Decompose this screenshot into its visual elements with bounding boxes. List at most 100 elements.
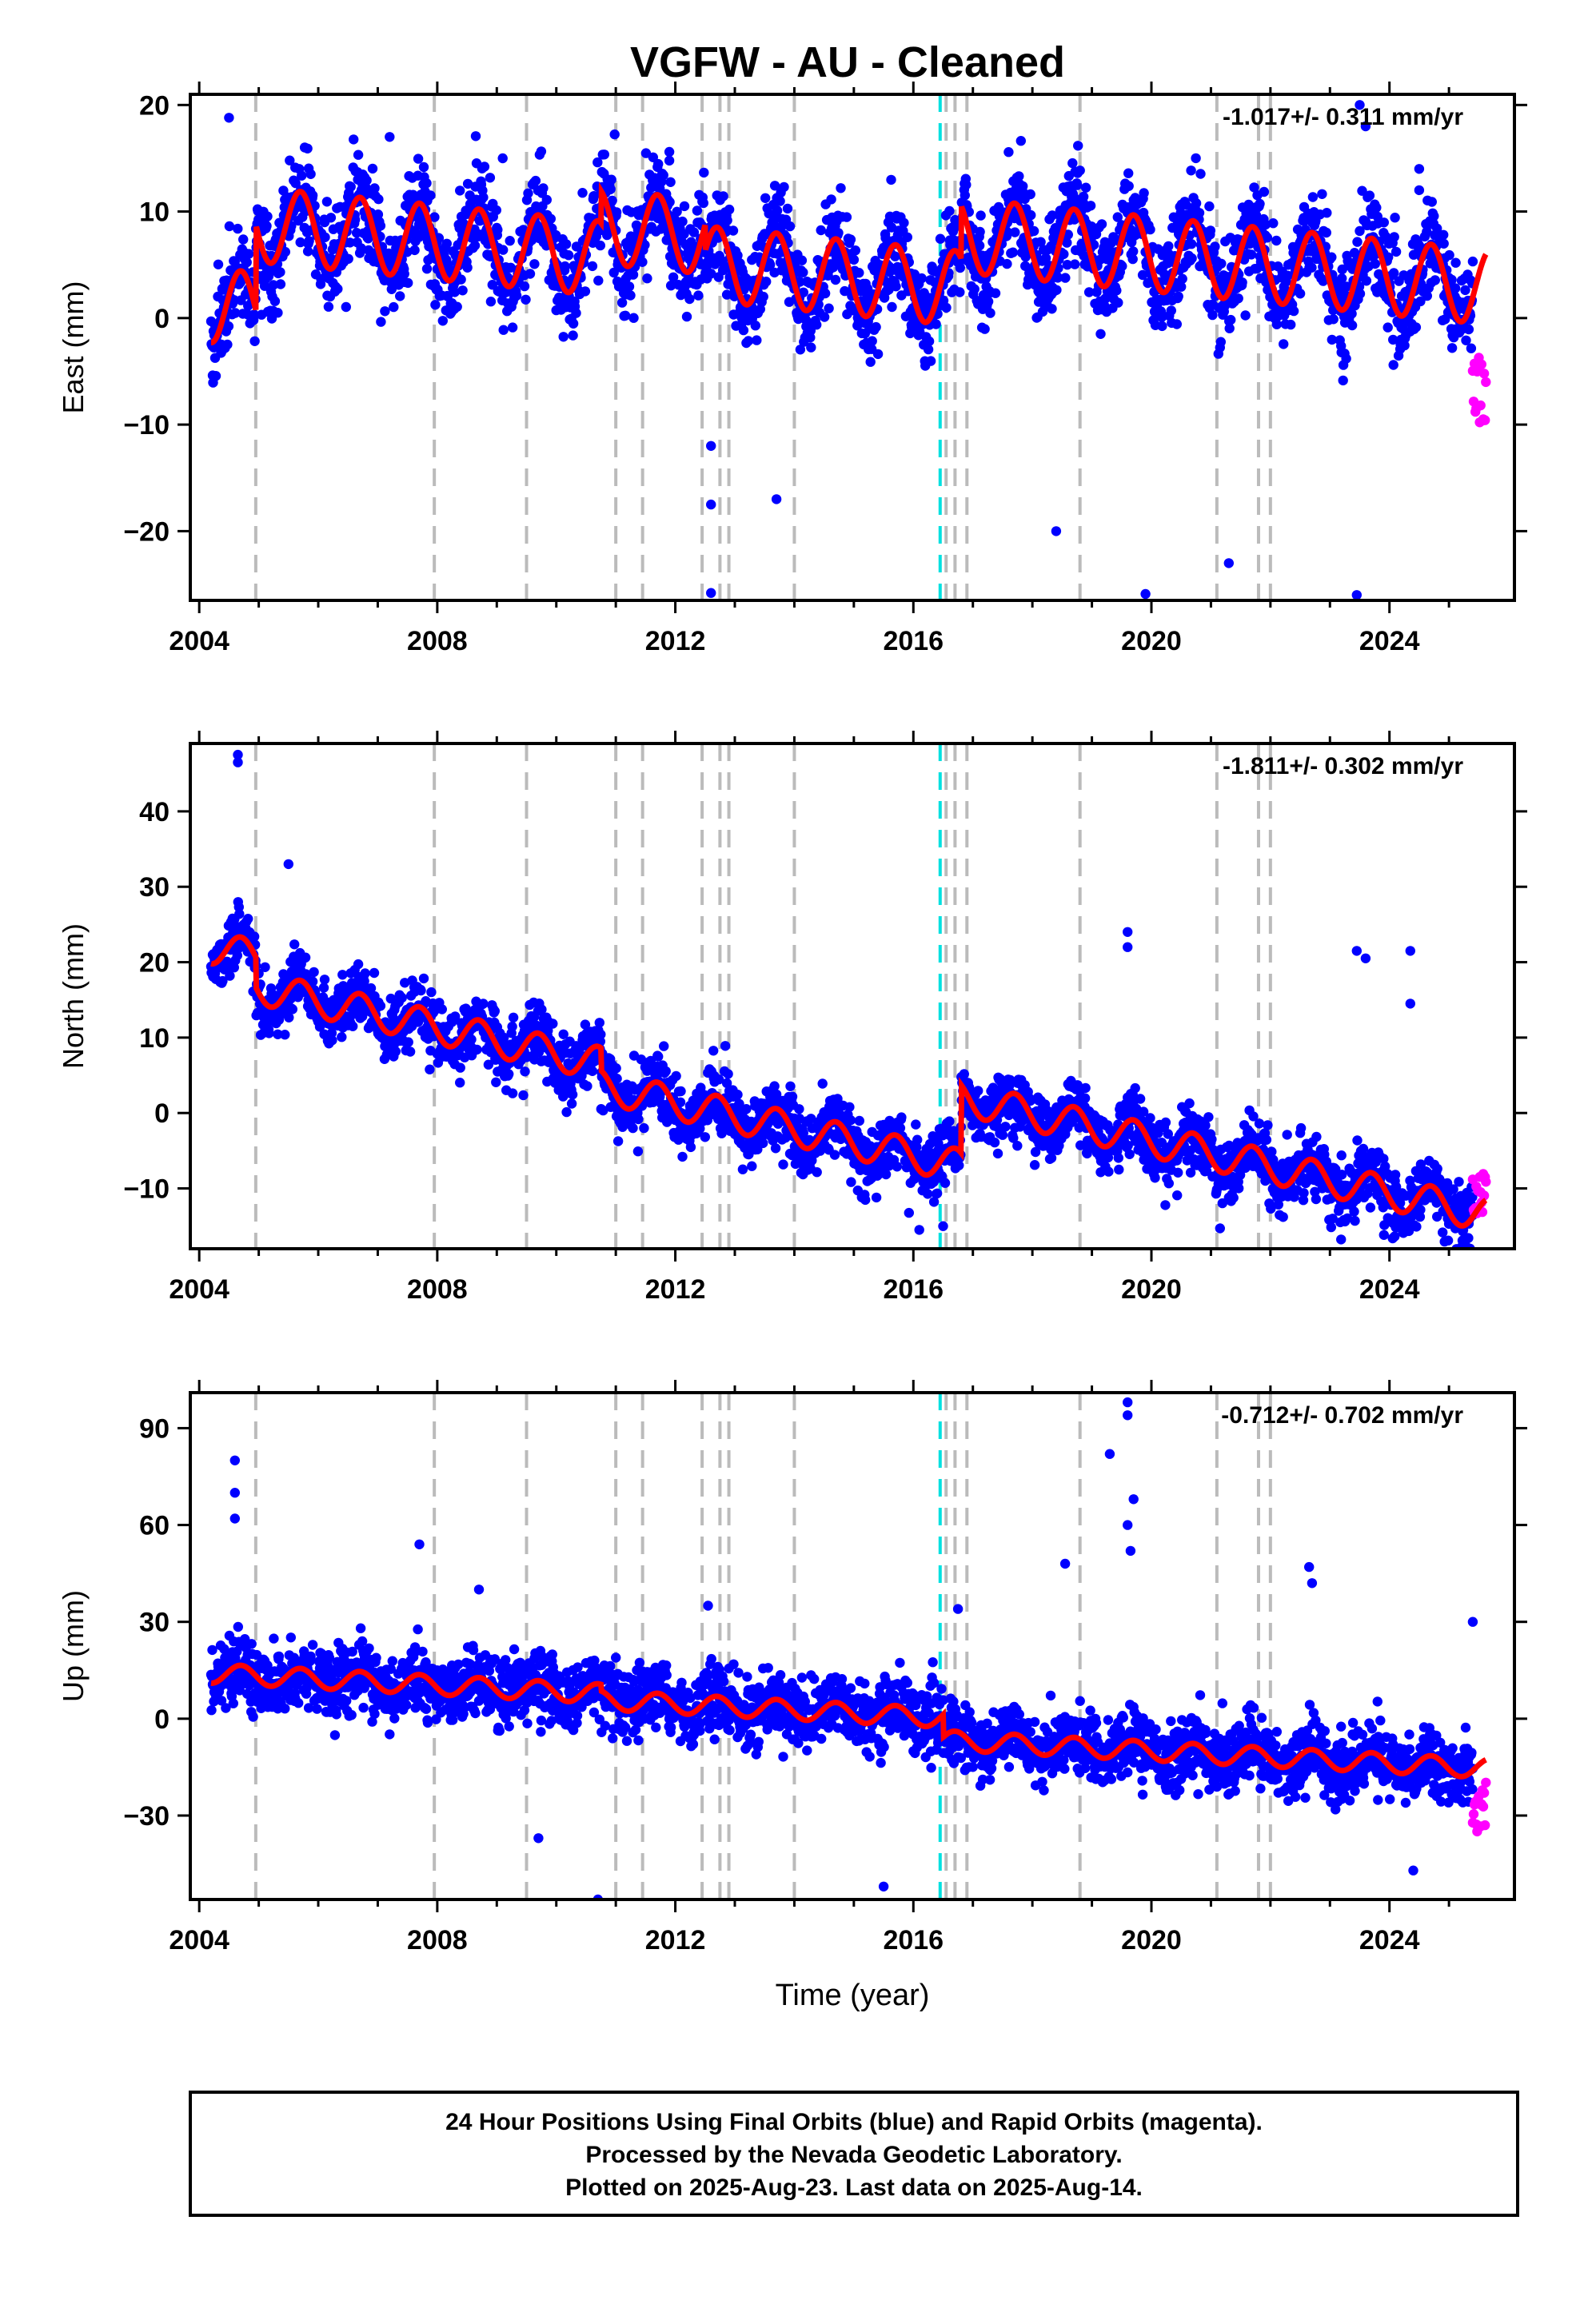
east-y-tick-label: 20	[139, 90, 170, 121]
north-final-point	[243, 914, 253, 923]
north-final-point	[881, 1170, 891, 1179]
east-final-point	[1247, 249, 1256, 259]
east-final-point	[1073, 141, 1083, 150]
east-final-point	[376, 221, 385, 230]
east-final-point	[542, 195, 552, 205]
north-final-point	[639, 1123, 648, 1133]
east-final-point	[699, 198, 708, 208]
east-x-tick-label: 2020	[1121, 626, 1182, 656]
north-final-point	[456, 1062, 465, 1072]
east-final-point	[1272, 320, 1282, 329]
east-outlier-point	[1352, 590, 1362, 600]
north-final-point	[472, 1045, 481, 1054]
north-final-point	[588, 1066, 597, 1076]
north-final-point	[904, 1208, 914, 1218]
east-final-point	[903, 233, 912, 242]
north-final-point	[738, 1165, 748, 1174]
east-final-point	[917, 273, 927, 283]
east-final-point	[1307, 263, 1316, 273]
east-final-point	[1072, 180, 1082, 189]
east-plot-frame	[190, 94, 1514, 600]
north-final-point	[561, 1107, 571, 1117]
east-final-point	[1295, 289, 1305, 298]
east-final-point	[836, 183, 845, 193]
east-final-point	[798, 268, 808, 277]
east-final-point	[1268, 218, 1278, 228]
east-final-point	[625, 290, 635, 300]
east-final-point	[380, 306, 389, 316]
east-final-point	[498, 245, 508, 254]
east-rapid-point	[1479, 369, 1489, 378]
east-final-point	[873, 349, 883, 359]
north-final-point	[940, 1178, 950, 1188]
east-final-point	[1187, 239, 1196, 249]
east-outlier-point	[706, 588, 716, 598]
east-final-point	[1187, 253, 1196, 263]
east-final-point	[505, 236, 515, 245]
east-final-point	[561, 239, 571, 249]
east-final-point	[1016, 136, 1026, 145]
east-final-point	[1186, 165, 1195, 175]
north-final-point	[633, 1114, 643, 1124]
east-final-point	[455, 185, 465, 195]
east-final-point	[854, 268, 864, 277]
east-outlier-point	[1140, 589, 1150, 599]
east-final-point	[1117, 261, 1127, 271]
east-final-point	[1468, 257, 1478, 266]
east-final-point	[1167, 305, 1176, 315]
north-final-point	[911, 1119, 920, 1129]
east-final-point	[600, 149, 609, 159]
north-final-point	[360, 968, 369, 978]
east-final-point	[275, 267, 285, 277]
north-final-point	[758, 1138, 768, 1148]
north-final-point	[747, 1162, 756, 1171]
east-final-point	[1002, 259, 1011, 269]
north-final-point	[932, 1189, 942, 1198]
north-final-point	[426, 987, 436, 997]
east-final-point	[409, 245, 419, 255]
east-final-point	[1051, 285, 1061, 295]
north-final-point	[990, 1138, 999, 1147]
east-final-point	[462, 263, 472, 273]
east-final-point	[430, 300, 440, 309]
east-final-point	[620, 311, 630, 321]
north-final-point	[520, 1066, 529, 1076]
east-final-point	[577, 188, 587, 197]
north-final-point	[234, 909, 244, 919]
east-final-point	[1289, 306, 1299, 316]
east-final-point	[1271, 236, 1281, 245]
north-final-point	[794, 1104, 804, 1114]
east-final-point	[612, 207, 621, 217]
east-final-point	[680, 201, 689, 211]
east-final-point	[637, 257, 647, 267]
east-final-point	[512, 291, 521, 301]
north-final-point	[732, 1090, 742, 1099]
north-final-point	[405, 1046, 415, 1056]
east-y-tick-label: 0	[154, 304, 170, 334]
east-final-point	[320, 233, 329, 242]
east-outlier-point	[1051, 526, 1061, 536]
east-final-point	[610, 130, 620, 139]
east-final-point	[718, 191, 728, 201]
east-rapid-point	[1476, 401, 1486, 410]
north-final-point	[490, 1007, 500, 1016]
east-final-point	[1352, 237, 1362, 246]
north-final-point	[769, 1081, 779, 1090]
east-final-point	[606, 184, 616, 193]
east-final-point	[442, 239, 452, 249]
east-final-point	[1216, 259, 1226, 269]
east-y-tick-label: −10	[123, 410, 170, 440]
east-final-point	[1206, 225, 1215, 235]
east-final-point	[419, 162, 429, 172]
north-final-point	[1012, 1141, 1022, 1150]
east-final-point	[529, 259, 539, 269]
east-final-point	[887, 302, 896, 312]
east-final-point	[664, 156, 674, 165]
north-final-point	[720, 1041, 730, 1050]
north-final-point	[659, 1041, 668, 1050]
north-final-point	[437, 1004, 447, 1014]
north-final-point	[280, 1030, 289, 1039]
north-final-point	[1000, 1122, 1010, 1131]
east-final-point	[453, 302, 462, 312]
north-final-point	[676, 1086, 685, 1096]
